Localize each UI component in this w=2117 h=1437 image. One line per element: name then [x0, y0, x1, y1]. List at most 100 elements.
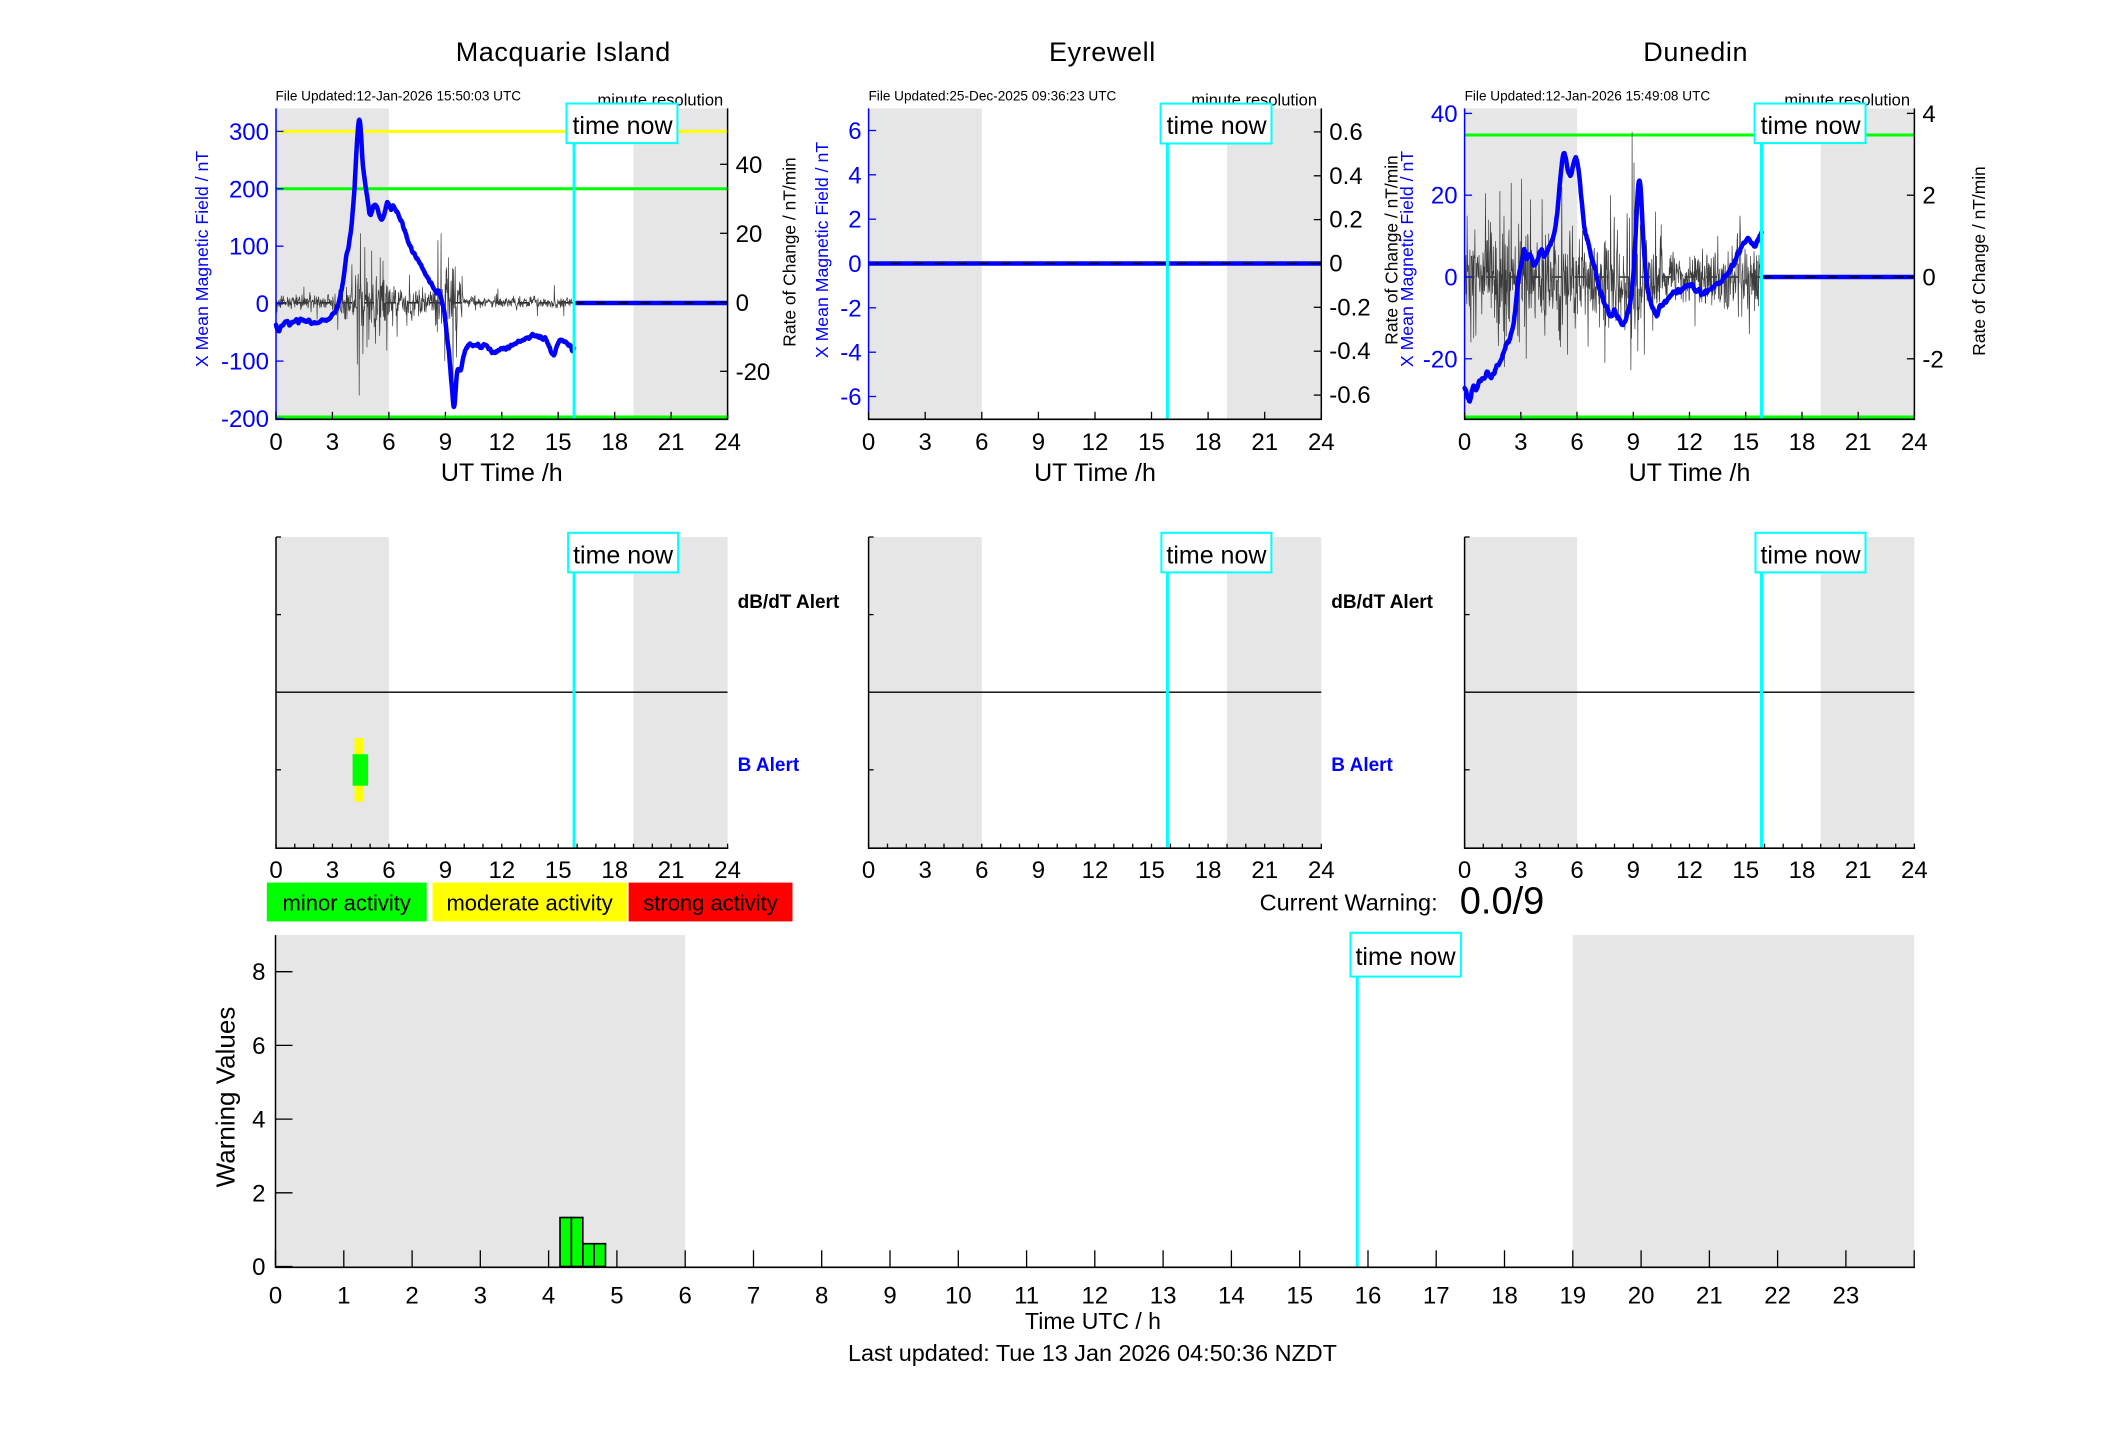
svg-text:B Alert: B Alert: [738, 755, 800, 776]
svg-text:0: 0: [1458, 857, 1471, 884]
svg-text:3: 3: [919, 857, 932, 884]
svg-text:2: 2: [252, 1180, 265, 1207]
svg-text:0: 0: [252, 1254, 265, 1281]
svg-text:10: 10: [945, 1283, 972, 1310]
svg-text:24: 24: [1901, 429, 1928, 456]
svg-text:6: 6: [848, 118, 861, 145]
svg-text:24: 24: [1901, 857, 1928, 884]
svg-text:Eyrewell: Eyrewell: [1049, 37, 1156, 67]
svg-text:7: 7: [747, 1283, 760, 1310]
svg-text:0: 0: [848, 251, 861, 278]
svg-text:9: 9: [1627, 857, 1640, 884]
svg-text:15: 15: [545, 857, 572, 884]
svg-text:24: 24: [1308, 429, 1335, 456]
svg-text:4: 4: [542, 1283, 555, 1310]
svg-text:9: 9: [439, 429, 452, 456]
svg-text:-4: -4: [840, 340, 861, 367]
svg-text:8: 8: [252, 959, 265, 986]
svg-text:21: 21: [1696, 1283, 1723, 1310]
svg-text:0: 0: [1329, 251, 1342, 278]
svg-text:20: 20: [1628, 1283, 1655, 1310]
svg-text:dB/dT Alert: dB/dT Alert: [1331, 592, 1433, 613]
svg-text:0.4: 0.4: [1329, 163, 1362, 190]
svg-text:21: 21: [658, 429, 685, 456]
svg-text:40: 40: [736, 152, 763, 179]
svg-text:15: 15: [1138, 857, 1165, 884]
svg-text:24: 24: [1308, 857, 1335, 884]
svg-text:Last updated: Tue 13 Jan 2026: Last updated: Tue 13 Jan 2026 04:50:36 N…: [848, 1340, 1337, 1366]
svg-text:4: 4: [1922, 101, 1935, 128]
svg-text:time now: time now: [1167, 112, 1268, 140]
svg-text:minor activity: minor activity: [283, 891, 411, 916]
svg-text:14: 14: [1218, 1283, 1245, 1310]
svg-text:UT Time /h: UT Time /h: [1629, 459, 1751, 487]
svg-text:9: 9: [1032, 857, 1045, 884]
svg-text:Dunedin: Dunedin: [1643, 37, 1748, 67]
svg-text:-0.4: -0.4: [1329, 338, 1370, 365]
svg-text:16: 16: [1355, 1283, 1382, 1310]
svg-text:time now: time now: [1355, 943, 1456, 971]
svg-text:12: 12: [1082, 857, 1109, 884]
svg-text:18: 18: [601, 429, 628, 456]
svg-text:3: 3: [326, 429, 339, 456]
svg-text:0: 0: [269, 1283, 282, 1310]
svg-text:0: 0: [269, 857, 282, 884]
svg-text:-2: -2: [1922, 346, 1943, 373]
svg-text:Time UTC / h: Time UTC / h: [1025, 1308, 1161, 1334]
svg-text:18: 18: [1195, 857, 1222, 884]
svg-text:40: 40: [1431, 101, 1458, 128]
svg-text:18: 18: [601, 857, 628, 884]
svg-text:5: 5: [610, 1283, 623, 1310]
svg-text:UT Time /h: UT Time /h: [1034, 459, 1156, 487]
svg-text:23: 23: [1833, 1283, 1860, 1310]
svg-text:18: 18: [1195, 429, 1222, 456]
svg-text:strong activity: strong activity: [643, 891, 778, 916]
svg-text:9: 9: [1032, 429, 1045, 456]
svg-text:2: 2: [405, 1283, 418, 1310]
svg-text:6: 6: [975, 857, 988, 884]
svg-text:time now: time now: [572, 112, 673, 140]
svg-text:15: 15: [1286, 1283, 1313, 1310]
svg-text:Rate of Change / nT/min: Rate of Change / nT/min: [1382, 155, 1402, 344]
svg-text:15: 15: [1732, 429, 1759, 456]
svg-text:3: 3: [326, 857, 339, 884]
svg-text:0: 0: [269, 429, 282, 456]
svg-text:Current Warning:: Current Warning:: [1260, 890, 1438, 916]
svg-text:moderate activity: moderate activity: [446, 891, 612, 916]
svg-text:X Mean Magnetic Field / nT: X Mean Magnetic Field / nT: [192, 151, 212, 367]
svg-text:6: 6: [679, 1283, 692, 1310]
svg-text:File Updated:12-Jan-2026 15:49: File Updated:12-Jan-2026 15:49:08 UTC: [1465, 88, 1711, 103]
svg-text:6: 6: [1570, 429, 1583, 456]
svg-text:time now: time now: [1760, 541, 1861, 569]
svg-text:-20: -20: [1423, 346, 1458, 373]
svg-text:1: 1: [337, 1283, 350, 1310]
svg-text:dB/dT Alert: dB/dT Alert: [738, 592, 840, 613]
svg-text:18: 18: [1789, 857, 1816, 884]
svg-text:12: 12: [1676, 429, 1703, 456]
svg-text:20: 20: [736, 221, 763, 248]
svg-text:0.2: 0.2: [1329, 207, 1362, 234]
svg-text:8: 8: [815, 1283, 828, 1310]
svg-text:9: 9: [1627, 429, 1640, 456]
svg-text:Warning Values: Warning Values: [211, 1007, 241, 1188]
svg-text:15: 15: [1138, 429, 1165, 456]
svg-text:-200: -200: [221, 406, 269, 433]
svg-text:0.0/9: 0.0/9: [1460, 881, 1545, 923]
svg-text:21: 21: [658, 857, 685, 884]
svg-text:X Mean Magnetic Field / nT: X Mean Magnetic Field / nT: [1397, 151, 1417, 367]
svg-text:20: 20: [1431, 183, 1458, 210]
svg-text:21: 21: [1845, 857, 1872, 884]
svg-text:3: 3: [1514, 429, 1527, 456]
svg-text:Rate of Change / nT/min: Rate of Change / nT/min: [780, 157, 800, 346]
svg-text:-20: -20: [736, 359, 771, 386]
svg-text:12: 12: [1081, 1283, 1108, 1310]
svg-text:12: 12: [488, 857, 515, 884]
svg-text:0: 0: [736, 290, 749, 317]
svg-text:12: 12: [488, 429, 515, 456]
svg-text:6: 6: [252, 1033, 265, 1060]
svg-text:200: 200: [229, 176, 269, 203]
svg-text:13: 13: [1150, 1283, 1177, 1310]
svg-text:File Updated:12-Jan-2026 15:50: File Updated:12-Jan-2026 15:50:03 UTC: [276, 88, 522, 103]
svg-text:0: 0: [862, 429, 875, 456]
svg-text:21: 21: [1845, 429, 1872, 456]
